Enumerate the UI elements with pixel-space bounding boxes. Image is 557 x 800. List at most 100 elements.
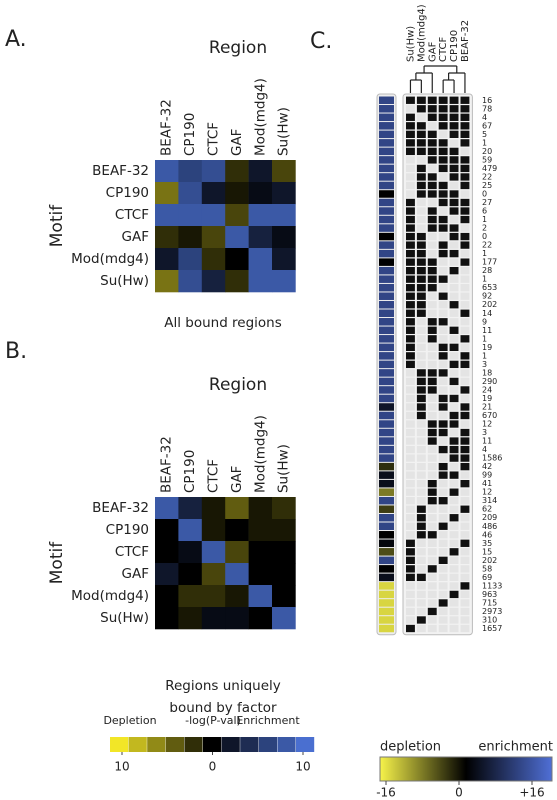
row-label: Mod(mdg4) (71, 588, 149, 604)
enrichment-cell (379, 326, 394, 335)
caption: bound by factor (169, 700, 277, 716)
enrichment-cell (379, 300, 394, 309)
enrichment-cell (379, 224, 394, 232)
matrix-cell (406, 454, 415, 462)
matrix-cell (449, 130, 459, 138)
matrix-cell (460, 258, 470, 266)
colorbar-step (165, 737, 184, 752)
matrix-cell (416, 616, 426, 624)
matrix-cell (438, 198, 448, 207)
count-label: 9 (482, 317, 487, 326)
count-label: 3 (482, 428, 487, 437)
matrix-cell (416, 130, 426, 138)
matrix-cell (438, 147, 448, 156)
matrix-cell (416, 275, 426, 283)
count-label: 670 (482, 411, 497, 420)
matrix-cell (438, 573, 448, 582)
colorbar-step (128, 737, 147, 752)
matrix-cell (449, 462, 459, 471)
enrichment-cell (379, 394, 394, 403)
matrix-cell (449, 445, 459, 454)
enrichment-cell (379, 292, 394, 300)
matrix-cell (449, 471, 459, 479)
matrix-cell (438, 292, 448, 300)
colorbar-step (147, 737, 166, 752)
matrix-cell (438, 556, 448, 564)
matrix-cell (427, 582, 437, 590)
matrix-cell (416, 249, 426, 258)
matrix-cell (438, 403, 448, 411)
matrix-cell (427, 249, 437, 258)
matrix-cell (427, 539, 437, 547)
matrix-cell (427, 497, 437, 505)
matrix-cell (416, 156, 426, 164)
count-label: 1 (482, 138, 487, 147)
matrix-cell (438, 215, 448, 224)
matrix-cell (449, 616, 459, 624)
matrix-cell (438, 190, 448, 198)
matrix-cell (406, 471, 415, 479)
matrix-cell (449, 249, 459, 258)
column-label: GAF (427, 41, 438, 62)
enrichment-cell (379, 505, 394, 513)
matrix-cell (427, 411, 437, 420)
enrichment-cell (379, 198, 394, 207)
heatmap-cell (155, 204, 179, 227)
enrichment-cell (379, 318, 394, 326)
heatmap-cell (272, 204, 296, 227)
colorbar-step (184, 737, 203, 752)
matrix-cell (449, 352, 459, 360)
matrix-cell (427, 488, 437, 496)
caption: Regions uniquely (165, 678, 281, 694)
matrix-cell (449, 505, 459, 513)
matrix-cell (427, 301, 437, 309)
matrix-cell (416, 190, 426, 198)
count-label: 24 (482, 385, 492, 394)
matrix-cell (460, 599, 470, 607)
heatmap-cell (225, 519, 249, 542)
matrix-cell (406, 147, 415, 156)
count-label: 1 (482, 351, 487, 360)
matrix-cell (449, 369, 459, 377)
matrix-cell (427, 122, 437, 130)
matrix-cell (438, 164, 448, 173)
matrix-cell (406, 335, 415, 343)
heatmap-cell (201, 607, 226, 630)
count-label: 486 (482, 522, 497, 531)
matrix-cell (438, 96, 448, 104)
enrichment-cell (379, 352, 394, 360)
matrix-cell (438, 105, 448, 113)
row-label: GAF (122, 566, 149, 582)
enrichment-cell (379, 275, 394, 283)
heatmap-cell (155, 607, 179, 630)
matrix-cell (438, 326, 448, 334)
matrix-cell (427, 556, 437, 564)
count-label: 78 (482, 104, 492, 113)
matrix-cell (449, 147, 459, 156)
matrix-cell (438, 224, 448, 232)
count-label: 99 (482, 471, 492, 480)
matrix-cell (449, 556, 459, 564)
matrix-cell (460, 403, 470, 411)
matrix-cell (438, 462, 448, 471)
matrix-cell (416, 96, 426, 104)
count-label: 2 (482, 224, 487, 233)
heatmap-cell (201, 226, 226, 249)
matrix-cell (449, 599, 459, 607)
row-label: BEAF-32 (92, 500, 149, 516)
enrichment-cell (379, 335, 394, 343)
matrix-cell (438, 488, 448, 496)
matrix-cell (449, 267, 459, 275)
column-label: CTCF (438, 37, 449, 62)
matrix-cell (449, 335, 459, 343)
enrichment-cell (379, 496, 394, 505)
matrix-cell (449, 139, 459, 147)
matrix-cell (406, 164, 415, 173)
matrix-cell (416, 147, 426, 156)
matrix-cell (406, 352, 415, 360)
count-label: 1 (482, 249, 487, 258)
matrix-cell (406, 139, 415, 147)
colorbar-step (203, 737, 222, 752)
count-label: 0 (482, 189, 487, 198)
